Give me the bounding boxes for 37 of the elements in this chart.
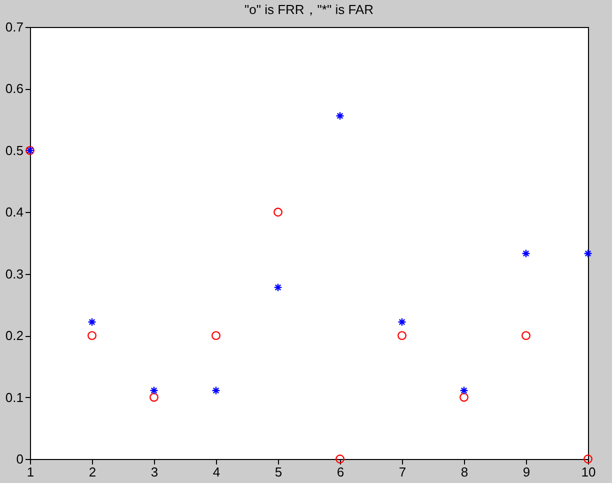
point: [274, 283, 282, 292]
x-tick-label: 8: [460, 464, 468, 480]
point: [336, 454, 344, 464]
y-tick-label: 0.1: [5, 390, 24, 405]
x-tick-label: 6: [336, 464, 344, 480]
point: [336, 112, 344, 120]
point: [460, 386, 468, 395]
point: [460, 392, 468, 402]
x-tick-label: 9: [522, 464, 530, 480]
point: [522, 249, 530, 258]
y-tick-label: 0.3: [5, 266, 24, 282]
point: [150, 386, 158, 395]
x-tick-label: 2: [88, 464, 96, 480]
point: [398, 318, 406, 326]
y-tick-label: 0.7: [5, 20, 24, 34]
y-tick-label: 0.6: [5, 81, 24, 96]
point: [398, 331, 406, 340]
point: [522, 331, 530, 340]
x-tick-label: 10: [581, 464, 596, 480]
y-tick-label: 0.2: [5, 328, 24, 344]
x-tick-label: 7: [398, 464, 406, 480]
y-tick-label: 0.4: [5, 204, 24, 220]
chart-title: "o" is FRR，"*" is FAR: [244, 2, 374, 17]
point: [212, 386, 220, 395]
y-tick-label: 0.5: [5, 142, 24, 158]
x-tick-label: 5: [274, 464, 282, 480]
point: [212, 331, 220, 340]
x-tick-label: 1: [26, 464, 34, 480]
point: [274, 208, 282, 217]
point: [584, 454, 592, 464]
x-tick-label: 3: [150, 464, 158, 480]
point: [150, 392, 158, 402]
point: [88, 331, 96, 340]
point: [584, 249, 592, 258]
point: [88, 318, 96, 326]
x-tick-label: 4: [212, 464, 220, 480]
y-tick-label: 0: [16, 452, 24, 466]
